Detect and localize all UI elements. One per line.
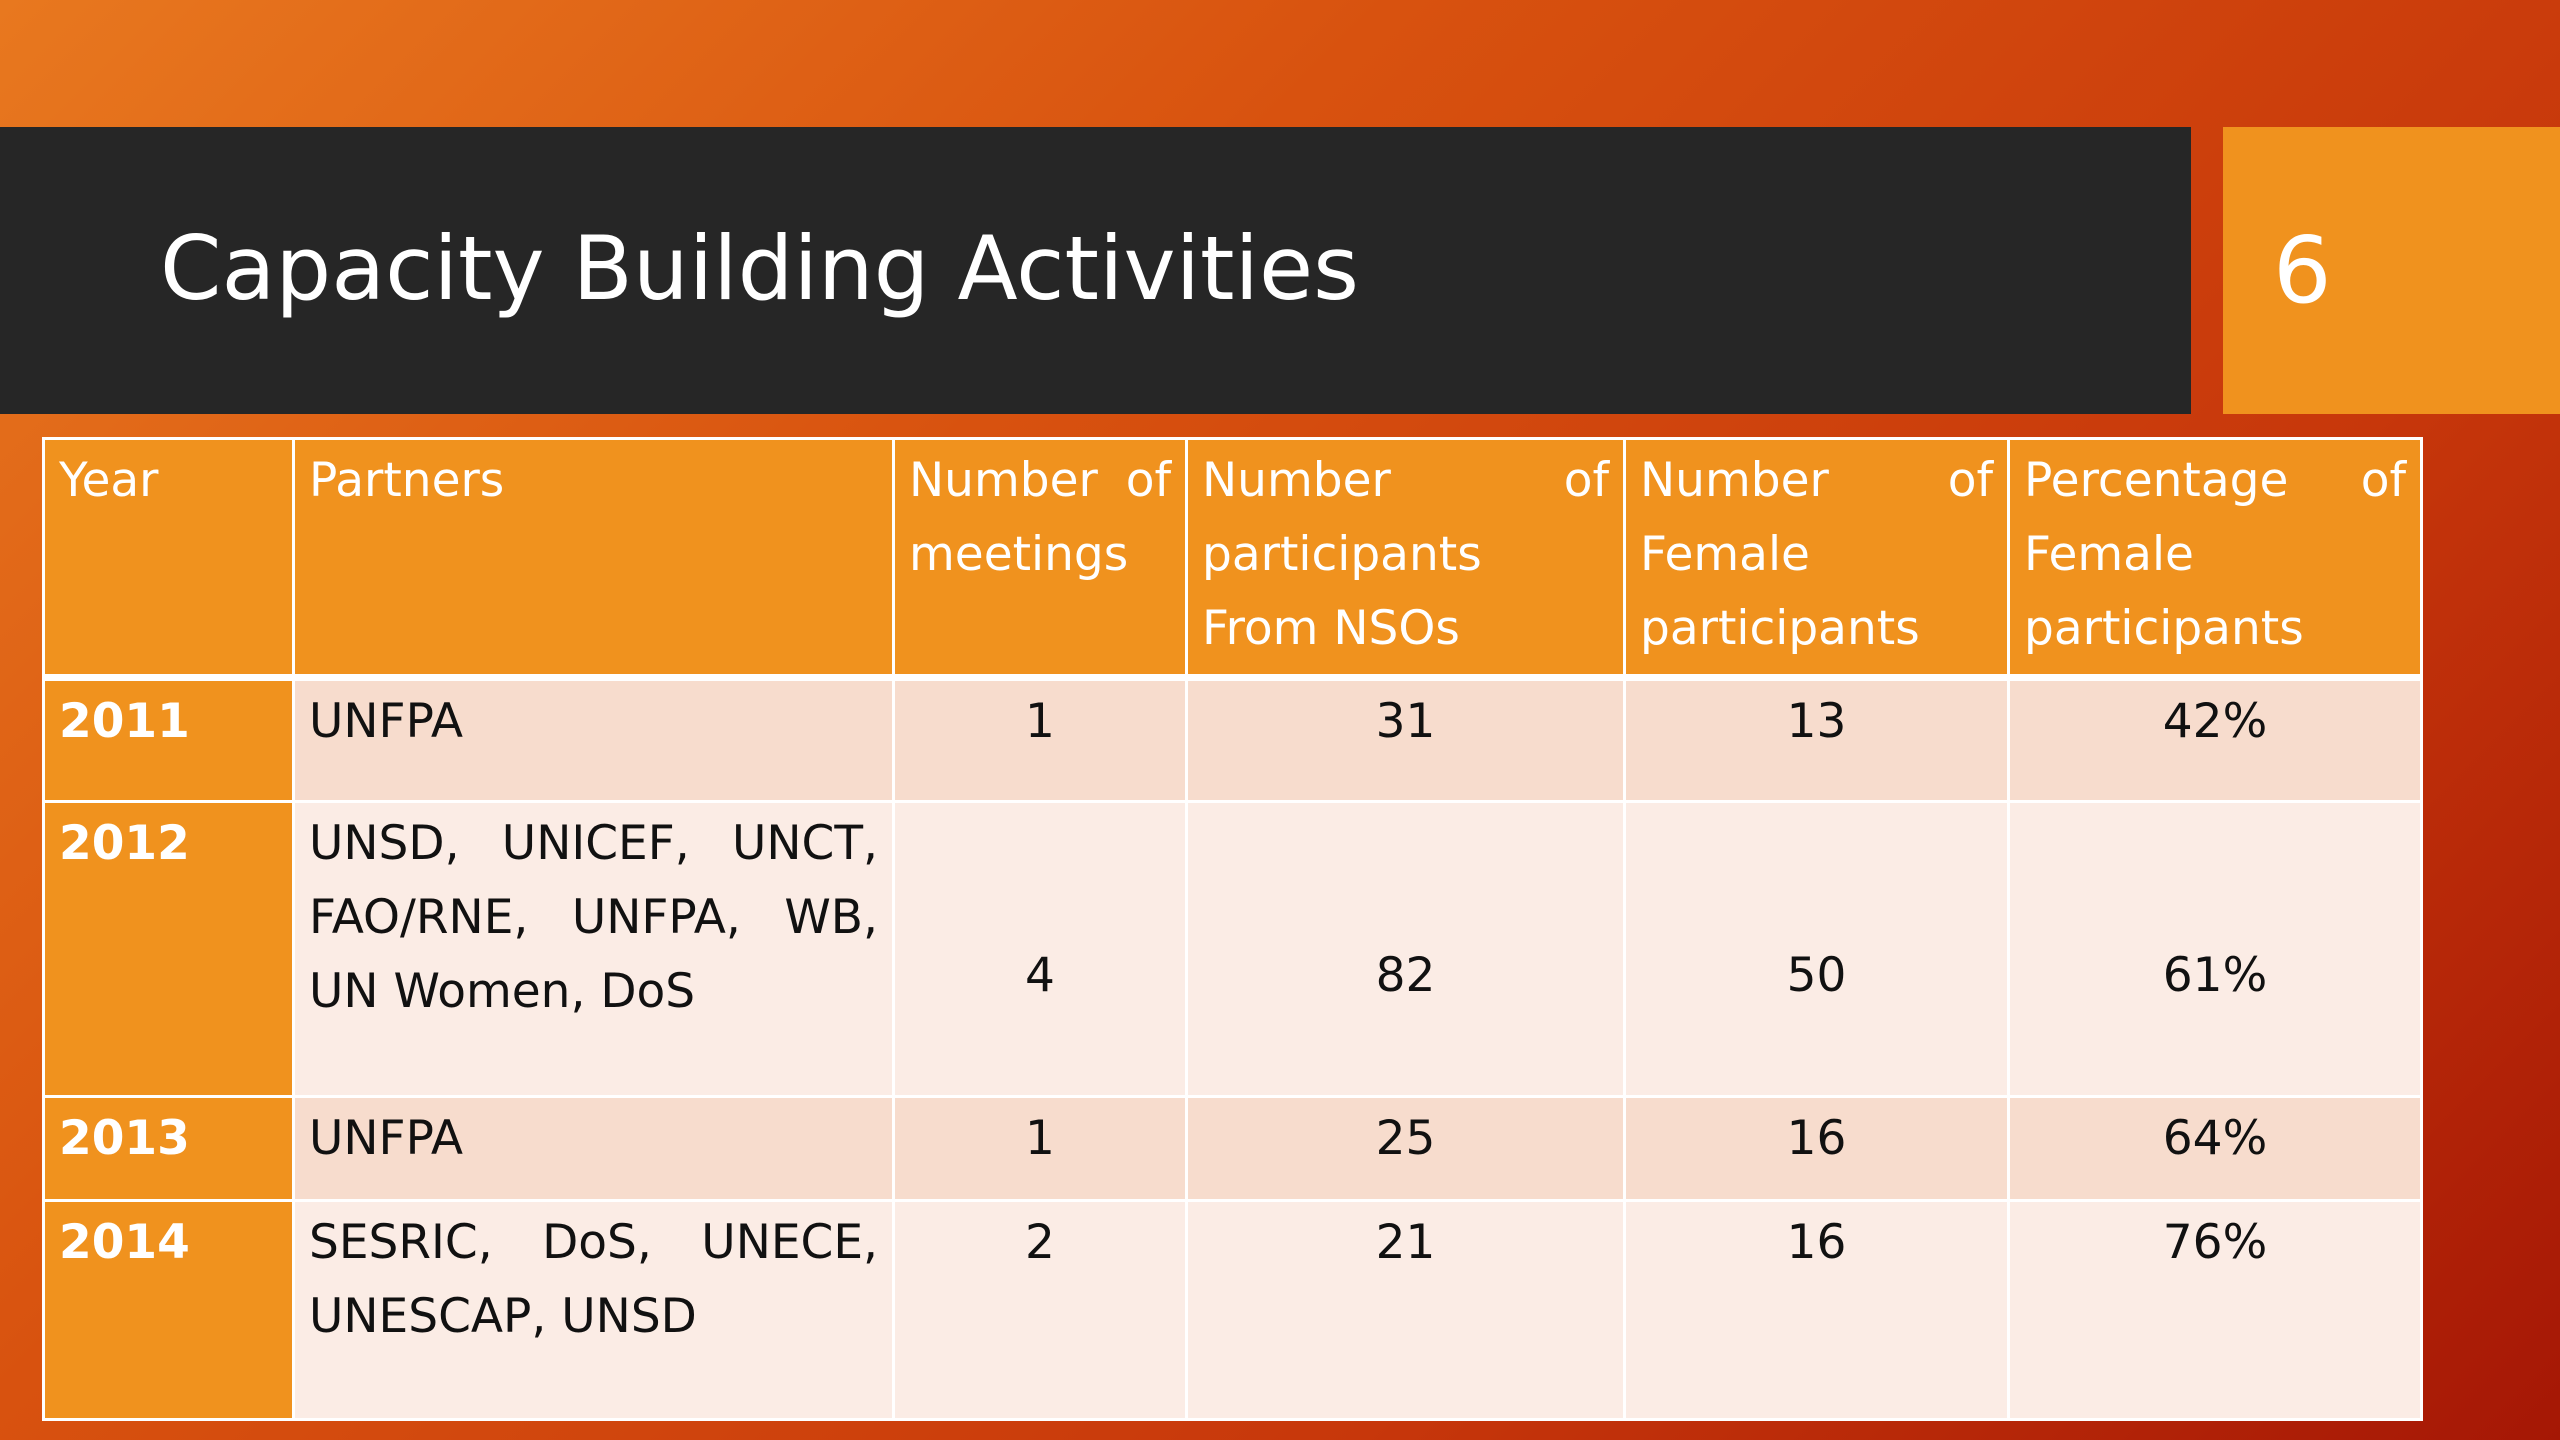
percentage-cell: 42% — [2007, 676, 2423, 803]
title-bar: Capacity Building Activities — [0, 127, 2191, 414]
table-row: 2012 UNSD, UNICEF, UNCT, FAO/RNE, UNFPA,… — [42, 800, 2423, 1098]
year-cell: 2012 — [42, 800, 295, 1098]
slide-title: Capacity Building Activities — [160, 217, 1359, 320]
participants-cell: 82 — [1185, 800, 1626, 1098]
participants-cell: 25 — [1185, 1095, 1626, 1202]
percentage-cell: 64% — [2007, 1095, 2423, 1202]
year-cell: 2011 — [42, 676, 295, 803]
partners-cell: SESRIC, DoS, UNECE, UNESCAP, UNSD — [292, 1199, 895, 1421]
meetings-cell: 4 — [892, 800, 1188, 1098]
header-number-of-female-participants: Number of Female participants — [1623, 437, 2010, 681]
year-cell: 2013 — [42, 1095, 295, 1202]
female-participants-cell: 16 — [1623, 1199, 2010, 1421]
year-cell: 2014 — [42, 1199, 295, 1421]
female-participants-cell: 50 — [1623, 800, 2010, 1098]
header-number-of-meetings: Number of meetings — [892, 437, 1188, 681]
header-partners: Partners — [292, 437, 895, 681]
percentage-cell: 76% — [2007, 1199, 2423, 1421]
meetings-cell: 2 — [892, 1199, 1188, 1421]
table-row: 2014 SESRIC, DoS, UNECE, UNESCAP, UNSD 2… — [42, 1199, 2423, 1421]
participants-cell: 21 — [1185, 1199, 1626, 1421]
female-participants-cell: 16 — [1623, 1095, 2010, 1202]
table-row: 2011 UNFPA 1 31 13 42% — [42, 676, 2423, 803]
header-number-of-participants: Number of participants From NSOs — [1185, 437, 1626, 681]
table-header-row: Year Partners Number of meetings Number … — [42, 437, 2423, 681]
participants-cell: 31 — [1185, 676, 1626, 803]
slide-number-box: 6 — [2223, 127, 2560, 414]
percentage-cell: 61% — [2007, 800, 2423, 1098]
capacity-building-table: Year Partners Number of meetings Number … — [42, 437, 2423, 1421]
female-participants-cell: 13 — [1623, 676, 2010, 803]
partners-cell: UNFPA — [292, 676, 895, 803]
header-percentage-of-female: Percentage of Female participants — [2007, 437, 2423, 681]
partners-cell: UNFPA — [292, 1095, 895, 1202]
slide-number: 6 — [2273, 217, 2332, 324]
partners-cell: UNSD, UNICEF, UNCT, FAO/RNE, UNFPA, WB, … — [292, 800, 895, 1098]
meetings-cell: 1 — [892, 1095, 1188, 1202]
table-row: 2013 UNFPA 1 25 16 64% — [42, 1095, 2423, 1202]
header-year: Year — [42, 437, 295, 681]
meetings-cell: 1 — [892, 676, 1188, 803]
